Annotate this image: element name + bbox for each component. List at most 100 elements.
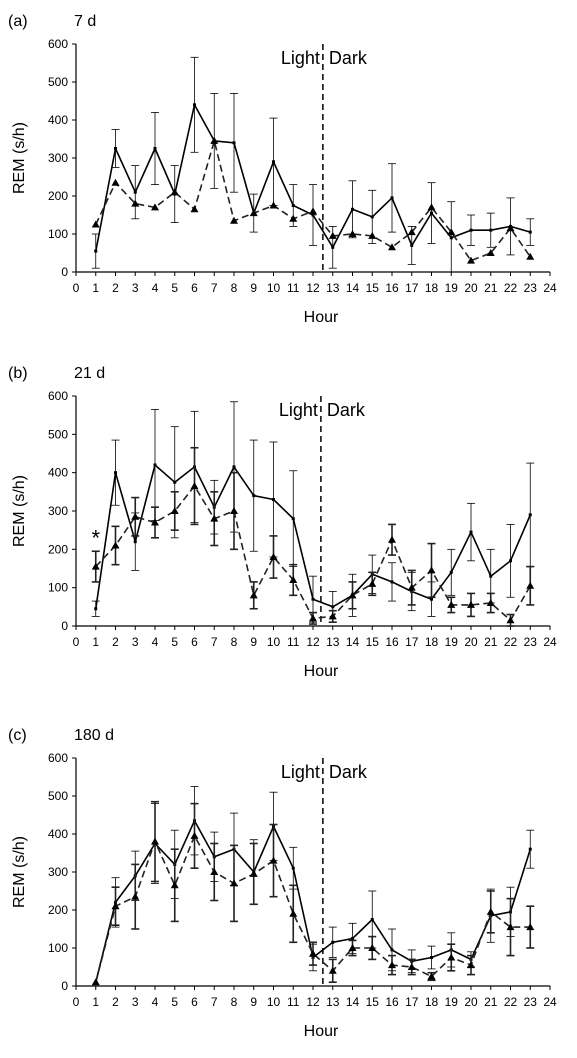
data-point-square — [331, 605, 334, 608]
x-tick-label: 8 — [231, 995, 238, 1009]
y-tick-label: 600 — [48, 751, 68, 765]
x-tick-label: 11 — [287, 635, 300, 649]
x-tick-label: 24 — [543, 635, 557, 649]
data-point-triangle — [289, 910, 297, 917]
x-tick-label: 1 — [92, 635, 99, 649]
y-tick-label: 200 — [48, 542, 68, 556]
x-tick-label: 15 — [366, 995, 380, 1009]
data-point-square — [391, 580, 394, 583]
x-tick-label: 14 — [346, 635, 360, 649]
x-tick-label: 10 — [267, 281, 281, 295]
y-axis-label: REM (s/h) — [11, 475, 28, 547]
x-tick-label: 13 — [326, 281, 340, 295]
x-tick-label: 4 — [152, 995, 159, 1009]
data-point-triangle — [309, 950, 317, 957]
data-point-square — [272, 160, 275, 163]
x-tick-label: 2 — [112, 635, 119, 649]
data-point-square — [193, 103, 196, 106]
data-point-square — [450, 236, 453, 239]
data-point-triangle — [526, 582, 534, 589]
y-tick-label: 200 — [48, 903, 68, 917]
data-point-square — [351, 937, 354, 940]
x-tick-label: 0 — [73, 281, 80, 295]
dark-region-label: Dark — [329, 48, 368, 68]
light-region-label: Light — [279, 400, 318, 420]
x-tick-label: 16 — [385, 281, 399, 295]
data-point-square — [292, 204, 295, 207]
x-tick-label: 13 — [326, 995, 340, 1009]
x-tick-label: 23 — [524, 281, 538, 295]
data-point-square — [470, 531, 473, 534]
x-tick-label: 9 — [250, 281, 257, 295]
x-tick-label: 14 — [346, 995, 360, 1009]
y-tick-label: 100 — [48, 581, 68, 595]
data-point-triangle — [270, 202, 278, 209]
x-tick-label: 15 — [366, 635, 380, 649]
panel-title: 180 d — [74, 727, 114, 744]
x-tick-label: 3 — [132, 635, 139, 649]
x-tick-label: 20 — [464, 635, 478, 649]
x-tick-label: 24 — [543, 995, 557, 1009]
data-point-triangle — [230, 879, 238, 886]
x-axis-label: Hour — [304, 1023, 339, 1040]
data-point-triangle — [191, 205, 199, 212]
data-point-triangle — [270, 553, 278, 560]
x-tick-label: 23 — [524, 995, 538, 1009]
light-region-label: Light — [281, 48, 320, 68]
data-point-square — [173, 481, 176, 484]
data-point-triangle — [250, 591, 258, 598]
data-point-square — [430, 598, 433, 601]
data-point-square — [94, 250, 97, 253]
data-point-square — [134, 540, 137, 543]
panel-label: (b) — [8, 365, 28, 382]
data-point-square — [114, 147, 117, 150]
panel-title: 7 d — [74, 13, 96, 30]
data-point-square — [489, 575, 492, 578]
data-point-square — [391, 948, 394, 951]
dark-region-label: Dark — [329, 762, 368, 782]
data-point-triangle — [309, 207, 317, 214]
data-point-triangle — [171, 881, 179, 888]
data-point-square — [529, 231, 532, 234]
x-tick-label: 4 — [152, 281, 159, 295]
data-point-triangle — [230, 507, 238, 514]
y-tick-label: 500 — [48, 789, 68, 803]
data-point-triangle — [408, 963, 416, 970]
x-tick-label: 21 — [484, 995, 498, 1009]
x-tick-label: 5 — [171, 635, 178, 649]
data-point-square — [312, 598, 315, 601]
data-point-square — [430, 956, 433, 959]
x-tick-label: 19 — [445, 635, 459, 649]
x-tick-label: 14 — [346, 281, 360, 295]
y-tick-label: 200 — [48, 189, 68, 203]
x-axis-label: Hour — [304, 309, 339, 326]
x-tick-label: 22 — [504, 635, 518, 649]
x-tick-label: 4 — [152, 635, 159, 649]
panel-label: (a) — [8, 13, 28, 30]
x-tick-label: 6 — [191, 995, 198, 1009]
light-region-label: Light — [281, 762, 320, 782]
data-point-square — [154, 464, 157, 467]
data-point-triangle — [151, 838, 159, 845]
x-tick-label: 18 — [425, 281, 439, 295]
x-axis-label: Hour — [304, 663, 339, 680]
y-tick-label: 300 — [48, 865, 68, 879]
data-point-square — [233, 141, 236, 144]
y-tick-label: 0 — [61, 265, 68, 279]
data-point-triangle — [447, 954, 455, 961]
y-tick-label: 100 — [48, 941, 68, 955]
data-point-triangle — [210, 868, 218, 875]
panel-label: (c) — [8, 727, 27, 744]
x-tick-label: 17 — [405, 635, 419, 649]
y-tick-label: 400 — [48, 827, 68, 841]
y-axis-label: REM (s/h) — [11, 836, 28, 908]
x-tick-label: 20 — [464, 281, 478, 295]
x-tick-label: 21 — [484, 281, 498, 295]
x-tick-label: 5 — [171, 995, 178, 1009]
x-tick-label: 10 — [267, 995, 281, 1009]
y-tick-label: 400 — [48, 466, 68, 480]
data-point-triangle — [428, 566, 436, 573]
